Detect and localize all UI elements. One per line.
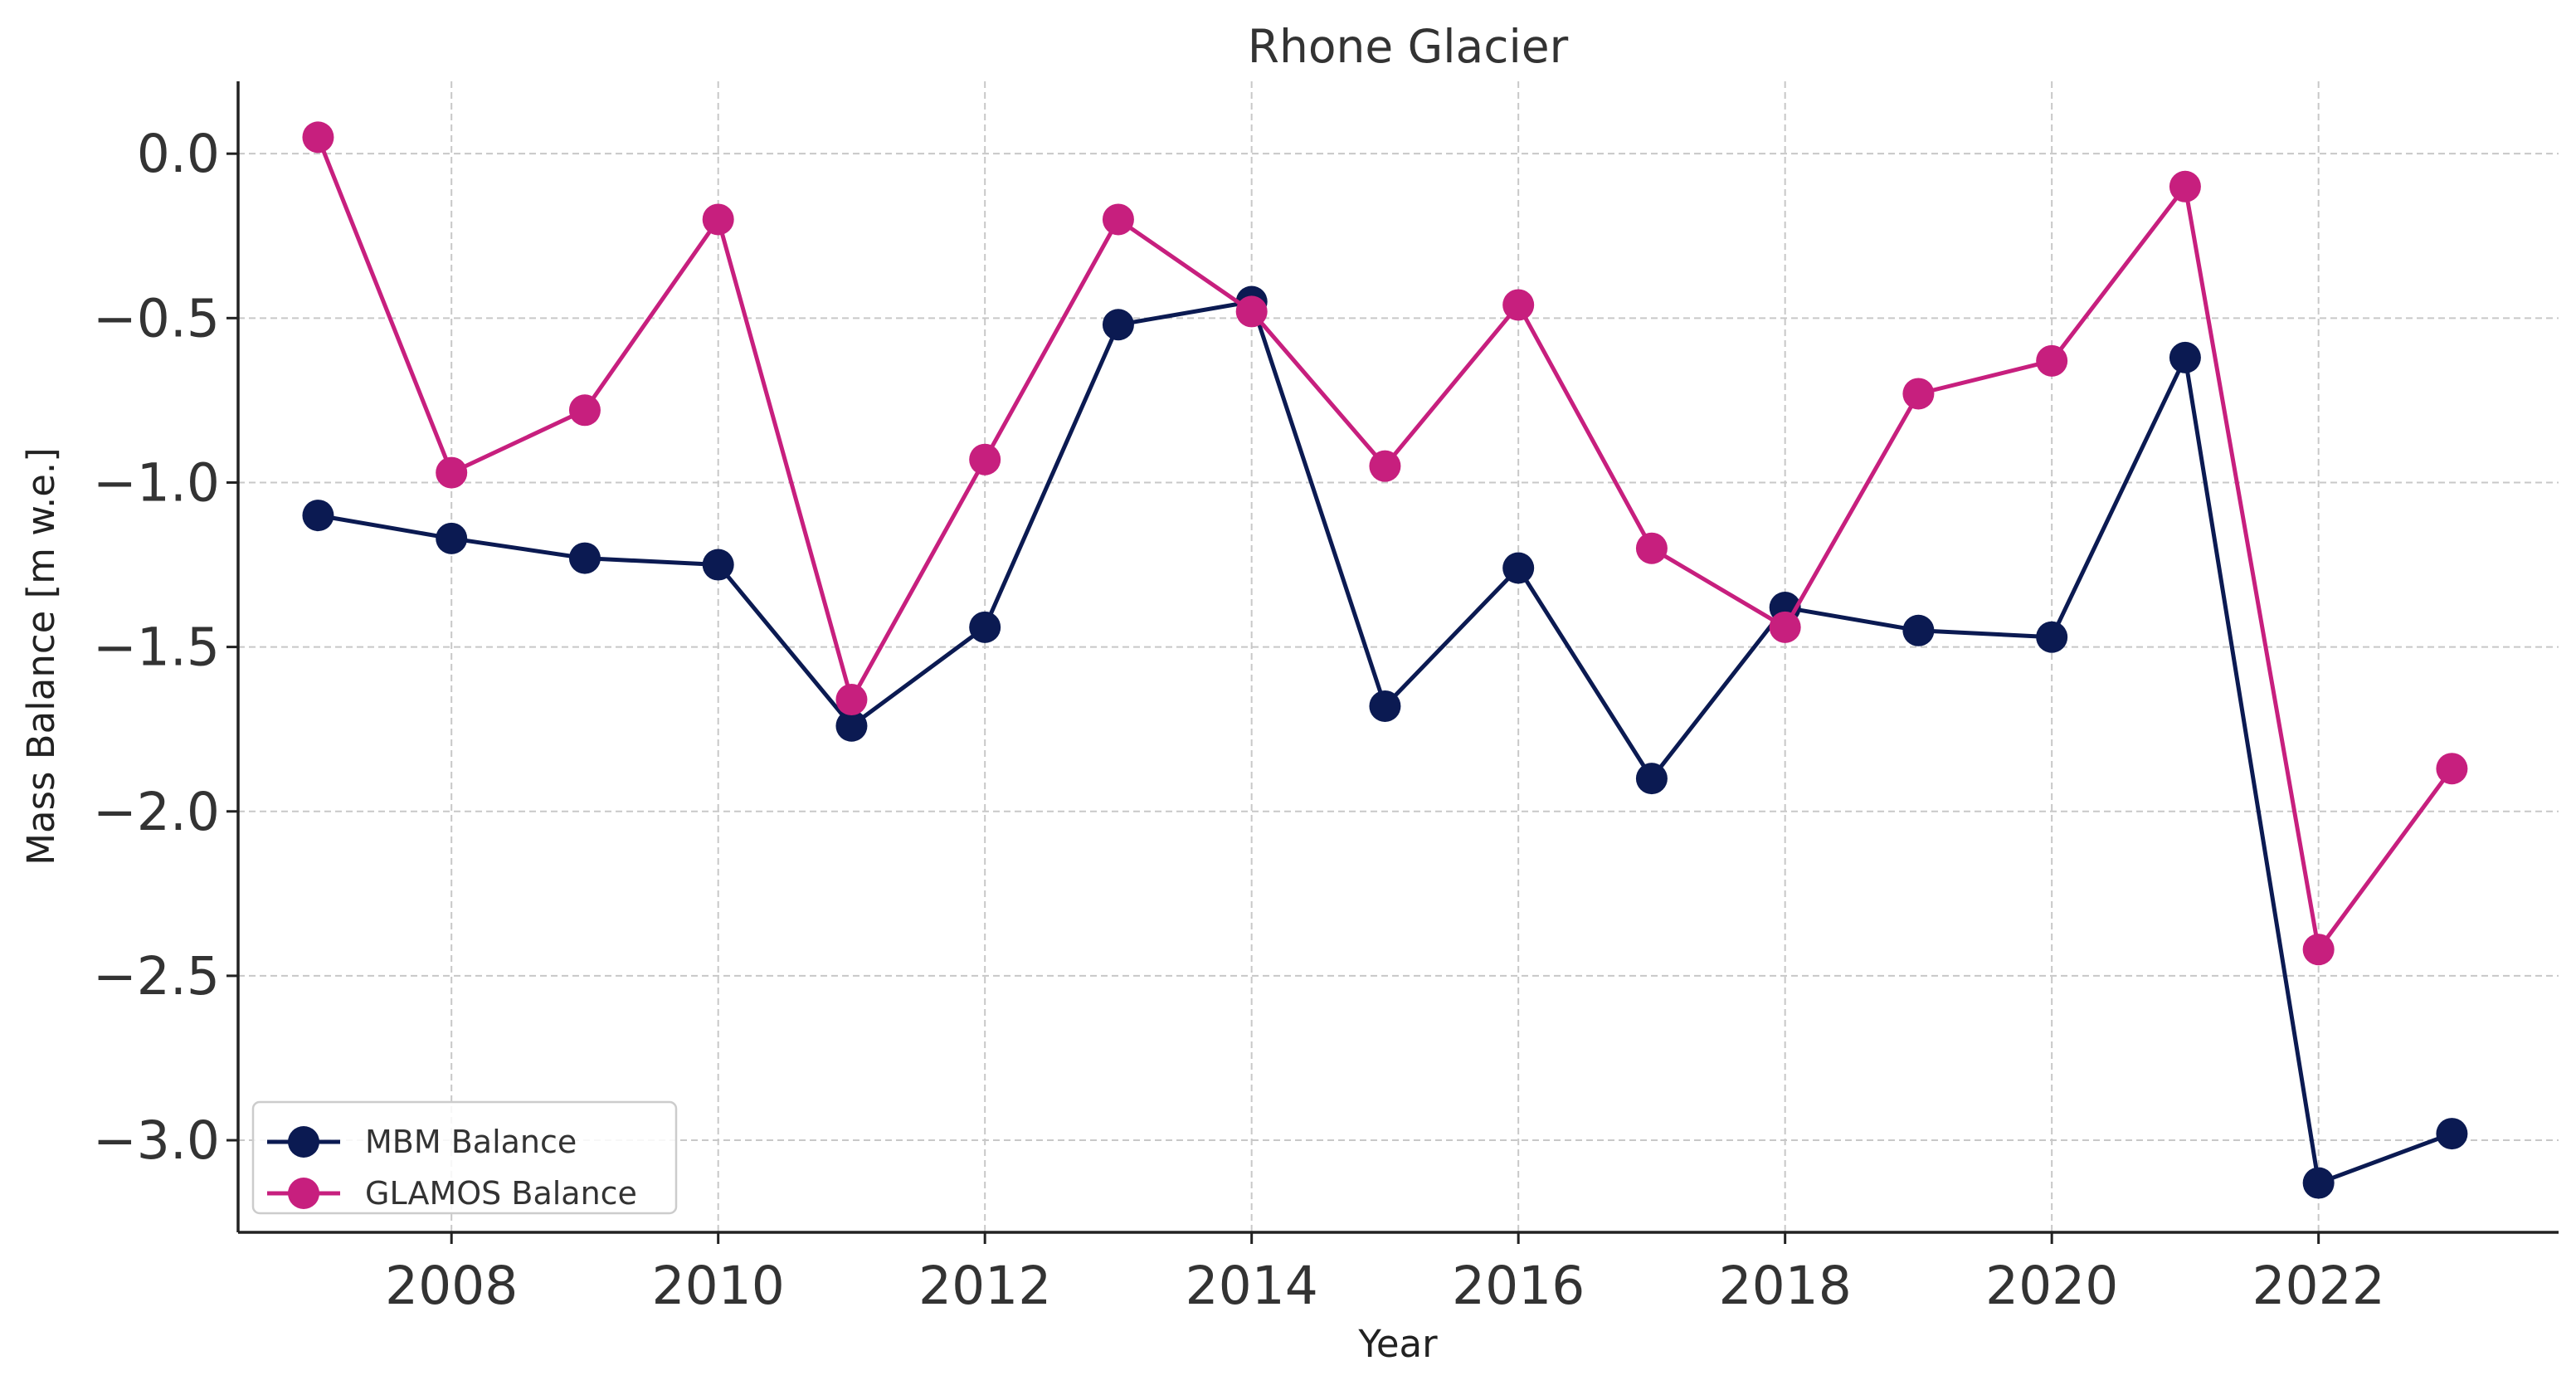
legend-entries: MBM Balance GLAMOS Balance <box>267 1124 637 1212</box>
y-tick-label: −3.0 <box>93 1110 220 1171</box>
data-point <box>1502 289 1535 321</box>
data-point <box>835 710 868 742</box>
x-axis-label: Year <box>1357 1322 1438 1366</box>
data-point <box>2302 1167 2335 1199</box>
data-point <box>702 549 734 581</box>
y-tick-label: 0.0 <box>137 124 220 184</box>
y-tick-label: −1.5 <box>93 617 220 678</box>
data-point <box>1102 203 1134 236</box>
data-point <box>2302 934 2335 966</box>
data-point <box>1235 295 1268 328</box>
data-point <box>2436 1118 2468 1150</box>
legend-box <box>251 1100 678 1215</box>
x-tick-label: 2014 <box>1186 1256 1318 1316</box>
y-tick-label: −2.5 <box>93 946 220 1007</box>
data-point <box>702 203 734 236</box>
legend-label: GLAMOS Balance <box>365 1175 637 1212</box>
data-point <box>969 443 1001 476</box>
data-point <box>1369 690 1401 722</box>
y-tick-label: −2.0 <box>93 782 220 842</box>
data-point <box>2169 170 2201 202</box>
data-point <box>2036 621 2068 653</box>
data-point <box>568 542 601 574</box>
data-point <box>1102 309 1134 341</box>
data-point <box>1635 532 1668 564</box>
x-tick-label: 2010 <box>652 1256 785 1316</box>
series-glamos <box>302 121 2468 966</box>
data-point <box>302 500 334 532</box>
data-point <box>2436 753 2468 785</box>
data-point <box>568 394 601 427</box>
data-point <box>2169 341 2201 373</box>
chart-title: Rhone Glacier <box>1248 20 1569 73</box>
y-tick-label: −0.5 <box>93 288 220 349</box>
legend-marker <box>288 1126 319 1158</box>
data-point <box>1369 450 1401 482</box>
y-axis-label: Mass Balance [m w.e.] <box>19 447 63 866</box>
data-point <box>2036 344 2068 377</box>
legend: MBM Balance GLAMOS Balance <box>251 1100 678 1215</box>
x-tick-label: 2008 <box>385 1256 518 1316</box>
x-tick-label: 2022 <box>2252 1256 2384 1316</box>
data-point <box>835 684 868 716</box>
y-tick-label: −1.0 <box>93 452 220 513</box>
data-point <box>1902 614 1935 646</box>
x-tick-label: 2012 <box>918 1256 1051 1316</box>
grid-layer <box>238 81 2559 1232</box>
series-mbm <box>302 285 2468 1199</box>
data-point <box>1635 763 1668 795</box>
x-tick-label: 2020 <box>1985 1256 2118 1316</box>
legend-marker <box>288 1178 319 1209</box>
data-point <box>1769 611 1801 643</box>
x-tick-label: 2018 <box>1718 1256 1851 1316</box>
data-point <box>436 456 468 489</box>
data-point <box>436 522 468 554</box>
axes-layer <box>236 81 2559 1234</box>
x-tick-layer: 2008 2010 2012 2014 2016 2018 2020 2022 <box>385 1232 2385 1316</box>
data-point <box>302 121 334 154</box>
data-point <box>969 611 1001 643</box>
data-point <box>1902 378 1935 410</box>
data-point <box>1502 552 1535 584</box>
legend-label: MBM Balance <box>365 1124 577 1160</box>
series-layer <box>302 121 2468 1199</box>
y-tick-layer: 0.0 −0.5 −1.0 −1.5 −2.0 −2.5 −3.0 <box>93 124 238 1171</box>
x-tick-label: 2016 <box>1452 1256 1585 1316</box>
